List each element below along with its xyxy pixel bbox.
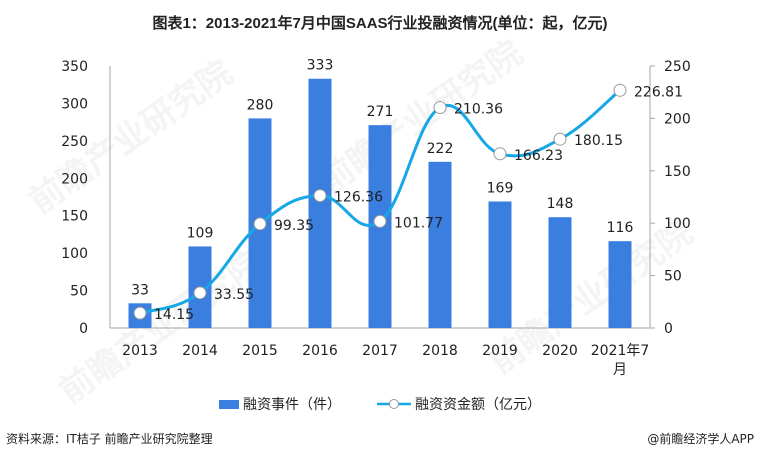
x-axis-tick-label: 2016 (302, 343, 338, 359)
bar-value-label: 280 (247, 97, 274, 113)
bar (488, 201, 512, 328)
line-value-label: 33.55 (214, 287, 254, 303)
line-value-label: 180.15 (574, 133, 623, 149)
bar-value-label: 222 (427, 141, 454, 157)
bar-value-label: 33 (131, 282, 149, 298)
line-value-label: 226.81 (634, 84, 683, 100)
line-marker (613, 83, 627, 97)
line-marker (553, 132, 567, 146)
right-axis-tick-label: 150 (664, 164, 691, 180)
left-axis-tick-label: 0 (79, 321, 88, 337)
bar-value-label: 116 (607, 220, 634, 236)
x-axis-tick-label: 2021年7 (591, 343, 650, 359)
left-axis-tick-label: 100 (61, 246, 88, 262)
right-axis-tick-label: 200 (664, 111, 691, 127)
x-axis-tick-label: 2015 (242, 343, 278, 359)
axes: 0 50 100 150 200 250 300 350 0 50 100 150 200 250 2013… (61, 59, 690, 378)
left-axis-tick-label: 200 (61, 171, 88, 187)
line-marker (253, 217, 267, 231)
bar-value-label: 169 (487, 180, 514, 196)
x-axis-tick-label: 2019 (482, 343, 518, 359)
line-marker (373, 214, 387, 228)
bar-series (128, 78, 632, 329)
line-value-label: 166.23 (514, 148, 563, 164)
right-axis-tick-label: 0 (664, 321, 673, 337)
x-axis-tick-label: 月 (613, 362, 627, 378)
bar-value-label: 148 (547, 196, 574, 212)
brand-credit: @前瞻经济学人APP (647, 432, 754, 446)
right-axis-tick-label: 250 (664, 59, 691, 75)
bar (428, 161, 452, 328)
line-marker-swatch-icon (377, 399, 411, 409)
left-axis-tick-label: 300 (61, 96, 88, 112)
legend-bar-label: 融资事件（件） (243, 397, 341, 413)
left-axis-tick-label: 50 (70, 284, 88, 300)
bar (608, 241, 632, 328)
source-note: 资料来源：IT桔子 前瞻产业研究院整理 (6, 432, 213, 446)
line-marker (313, 189, 327, 203)
data-labels: 33 109 280 333 271 222 169 148 116 14.15 33.55 99.3… (131, 58, 683, 323)
right-axis-tick-label: 50 (664, 269, 682, 285)
line-value-label: 14.15 (154, 307, 194, 323)
legend-line-label: 融资资金额（亿元） (415, 397, 541, 413)
line-marker (133, 306, 147, 320)
line-marker (493, 147, 507, 161)
line-marker (193, 286, 207, 300)
bar-value-label: 333 (307, 58, 334, 74)
bar-value-label: 109 (187, 225, 214, 241)
line-series (133, 83, 627, 320)
bar (548, 217, 572, 328)
x-axis-tick-label: 2013 (122, 343, 158, 359)
line-marker (433, 101, 447, 115)
x-axis-tick-label: 2014 (182, 343, 218, 359)
legend: 融资事件（件） 融资资金额（亿元） (0, 394, 760, 414)
legend-item-line[interactable]: 融资资金额（亿元） (377, 394, 541, 414)
right-axis-tick-label: 100 (664, 216, 691, 232)
bar-swatch-icon (219, 399, 239, 409)
bar-value-label: 271 (367, 104, 394, 120)
left-axis-tick-label: 250 (61, 134, 88, 150)
left-axis-tick-label: 150 (61, 209, 88, 225)
line-value-label: 126.36 (334, 190, 383, 206)
left-axis-tick-label: 350 (61, 59, 88, 75)
combo-chart: 0 50 100 150 200 250 300 350 0 50 100 150 200 250 2013… (61, 58, 690, 378)
x-axis-tick-label: 2020 (542, 343, 578, 359)
bar (308, 78, 332, 329)
line-value-label: 210.36 (454, 102, 503, 118)
line-value-label: 99.35 (274, 218, 314, 234)
x-axis-tick-label: 2017 (362, 343, 398, 359)
x-axis-tick-label: 2018 (422, 343, 458, 359)
legend-item-bar[interactable]: 融资事件（件） (219, 394, 341, 414)
line-value-label: 101.77 (394, 215, 443, 231)
chart-title: 图表1：2013-2021年7月中国SAAS行业投融资情况(单位：起，亿元) (152, 15, 608, 32)
